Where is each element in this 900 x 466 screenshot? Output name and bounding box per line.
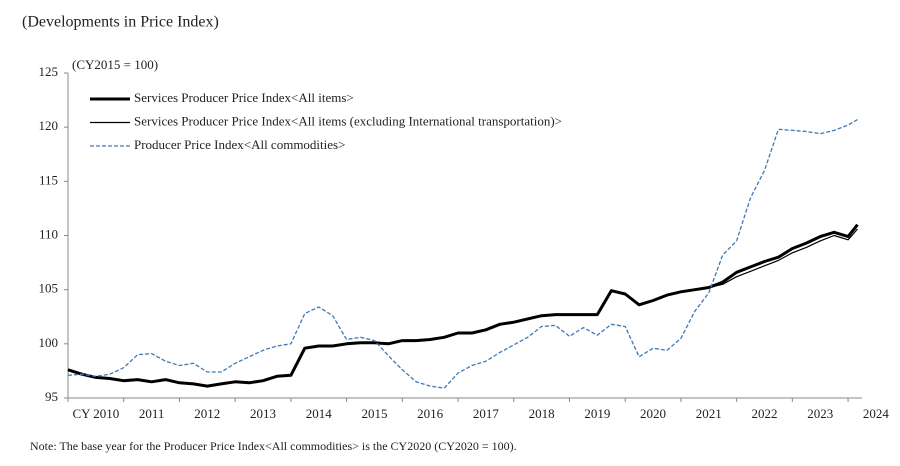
x-tick-label: 2020	[640, 406, 666, 421]
x-tick-label: 2014	[306, 406, 333, 421]
x-tick-label: 2016	[417, 406, 444, 421]
y-tick-label: 110	[39, 226, 58, 241]
y-tick-label: 105	[39, 281, 59, 296]
series-line	[67, 119, 858, 389]
x-tick-label: 2018	[529, 406, 555, 421]
y-tick-label: 100	[39, 335, 59, 350]
legend-label: Producer Price Index<All commodities>	[134, 137, 345, 152]
x-tick-label: 2021	[696, 406, 722, 421]
series-line	[67, 228, 858, 387]
chart-title: (Developments in Price Index)	[22, 14, 219, 31]
x-tick-label: 2017	[473, 406, 500, 421]
y-tick-label: 125	[39, 64, 59, 79]
y-tick-label: 120	[39, 118, 59, 133]
x-tick-label: 2023	[807, 406, 833, 421]
x-tick-label: 2012	[194, 406, 220, 421]
y-tick-label: 115	[39, 172, 58, 187]
x-tick-label: CY 2010	[72, 406, 119, 421]
x-tick-label: 2019	[584, 406, 610, 421]
x-tick-label: 2011	[139, 406, 165, 421]
legend-label: Services Producer Price Index<All items …	[134, 113, 562, 128]
x-tick-label: 2022	[751, 406, 777, 421]
chart-subtitle: (CY2015 = 100)	[72, 57, 158, 72]
chart-note: Note: The base year for the Producer Pri…	[30, 439, 517, 453]
x-tick-label: 2024	[863, 406, 890, 421]
x-tick-label: 2015	[361, 406, 387, 421]
y-tick-label: 95	[45, 389, 58, 404]
legend-label: Services Producer Price Index<All items>	[134, 90, 354, 105]
series-line	[67, 223, 859, 388]
x-tick-label: 2013	[250, 406, 276, 421]
